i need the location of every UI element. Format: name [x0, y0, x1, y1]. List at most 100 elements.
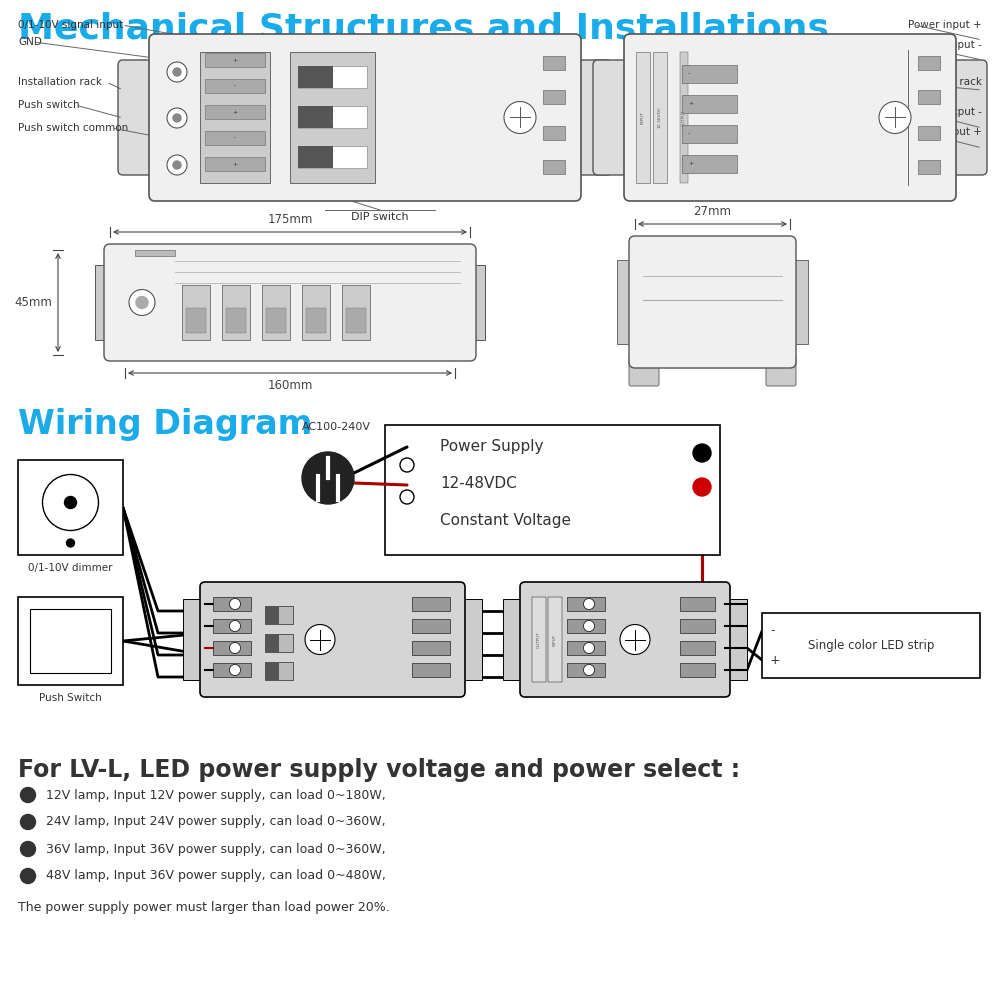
Bar: [636, 52, 650, 183]
FancyBboxPatch shape: [766, 356, 796, 386]
Bar: [567, 641, 605, 655]
Circle shape: [167, 155, 187, 175]
FancyBboxPatch shape: [149, 34, 581, 201]
FancyBboxPatch shape: [629, 236, 796, 368]
Bar: [135, 250, 175, 256]
Circle shape: [400, 490, 414, 504]
Text: +: +: [232, 110, 238, 115]
Bar: [205, 79, 265, 93]
Bar: [30, 609, 111, 673]
Circle shape: [302, 452, 354, 504]
Circle shape: [229, 643, 240, 654]
Circle shape: [693, 478, 711, 496]
Circle shape: [173, 161, 181, 169]
Bar: [918, 160, 940, 174]
Bar: [205, 131, 265, 145]
Bar: [680, 597, 715, 611]
Text: For LV-L, LED power supply voltage and power select :: For LV-L, LED power supply voltage and p…: [18, 758, 740, 782]
Text: 12-48VDC: 12-48VDC: [440, 476, 517, 490]
Bar: [790, 260, 808, 344]
Bar: [682, 65, 737, 83]
Text: +: +: [770, 654, 781, 666]
Circle shape: [229, 620, 240, 632]
Bar: [298, 146, 332, 168]
Bar: [265, 606, 293, 624]
Text: -: -: [688, 71, 690, 76]
Bar: [385, 425, 720, 555]
Circle shape: [584, 620, 594, 632]
FancyBboxPatch shape: [629, 356, 659, 386]
Text: AC100-240V: AC100-240V: [302, 422, 370, 432]
Text: Power input +: Power input +: [908, 20, 982, 30]
Text: 0/1-10V signal input: 0/1-10V signal input: [18, 20, 123, 30]
Bar: [182, 285, 210, 340]
FancyBboxPatch shape: [624, 34, 956, 201]
Bar: [95, 265, 110, 340]
Bar: [302, 285, 330, 340]
Text: Constant Voltage: Constant Voltage: [440, 512, 571, 528]
Bar: [412, 663, 450, 677]
Text: Push Switch: Push Switch: [39, 693, 102, 703]
Bar: [470, 265, 485, 340]
Circle shape: [504, 101, 536, 133]
Bar: [342, 285, 370, 340]
Bar: [18, 460, 123, 555]
Circle shape: [400, 458, 414, 472]
Bar: [567, 597, 605, 611]
Circle shape: [584, 643, 594, 654]
Bar: [213, 663, 251, 677]
Text: +: +: [232, 58, 238, 63]
Bar: [265, 662, 279, 680]
Bar: [548, 597, 562, 682]
Text: INPUT: INPUT: [641, 111, 645, 124]
Text: -: -: [688, 131, 690, 136]
Text: 36V lamp, Input 36V power supply, can load 0~360W,: 36V lamp, Input 36V power supply, can lo…: [46, 842, 386, 856]
FancyBboxPatch shape: [200, 582, 465, 697]
Bar: [918, 56, 940, 70]
Text: 12V lamp, Input 12V power supply, can load 0~180W,: 12V lamp, Input 12V power supply, can lo…: [46, 788, 386, 802]
Text: Push switch common: Push switch common: [18, 123, 128, 133]
Circle shape: [136, 296, 148, 308]
Bar: [918, 126, 940, 140]
Text: Power input -: Power input -: [913, 40, 982, 50]
Bar: [298, 146, 367, 168]
Bar: [186, 308, 206, 333]
Bar: [682, 125, 737, 143]
Text: +: +: [688, 101, 693, 106]
FancyBboxPatch shape: [945, 60, 987, 175]
Circle shape: [167, 108, 187, 128]
Circle shape: [42, 475, 98, 530]
Bar: [680, 52, 688, 183]
Circle shape: [693, 444, 711, 462]
Bar: [200, 52, 270, 183]
Text: LED output +: LED output +: [912, 127, 982, 137]
Bar: [265, 606, 279, 624]
Text: GND: GND: [18, 37, 42, 47]
Bar: [222, 285, 250, 340]
Bar: [265, 662, 293, 680]
Bar: [412, 619, 450, 633]
Text: Installation rack: Installation rack: [898, 77, 982, 87]
Bar: [762, 613, 980, 678]
Bar: [213, 619, 251, 633]
FancyBboxPatch shape: [104, 244, 476, 361]
Circle shape: [167, 62, 187, 82]
Text: Push switch: Push switch: [18, 100, 80, 110]
Bar: [298, 66, 367, 88]
Text: 0/1-10V dimmer: 0/1-10V dimmer: [28, 563, 113, 573]
Text: OUTPUT: OUTPUT: [537, 631, 541, 648]
Text: 160mm: 160mm: [267, 379, 313, 392]
Text: DIP switch: DIP switch: [351, 212, 409, 222]
Text: 48V lamp, Input 36V power supply, can load 0~480W,: 48V lamp, Input 36V power supply, can lo…: [46, 869, 386, 882]
Bar: [725, 599, 747, 680]
Bar: [265, 634, 279, 652]
Bar: [682, 155, 737, 173]
Circle shape: [21, 788, 36, 802]
FancyBboxPatch shape: [570, 60, 612, 175]
Text: 45mm: 45mm: [14, 296, 52, 309]
FancyBboxPatch shape: [520, 582, 730, 697]
Text: Power Supply: Power Supply: [440, 440, 544, 454]
Bar: [412, 597, 450, 611]
Bar: [543, 56, 565, 70]
FancyBboxPatch shape: [593, 60, 635, 175]
